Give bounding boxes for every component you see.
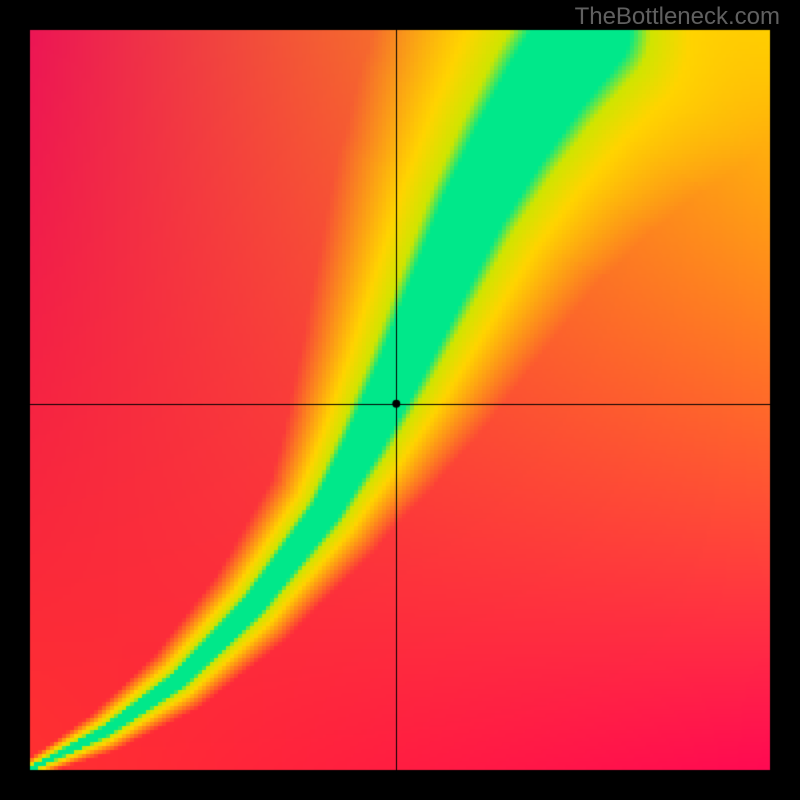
watermark-text: TheBottleneck.com <box>575 3 780 31</box>
chart-container: { "canvas": { "width": 800, "height": 80… <box>0 0 800 800</box>
heatmap-canvas <box>0 0 800 800</box>
